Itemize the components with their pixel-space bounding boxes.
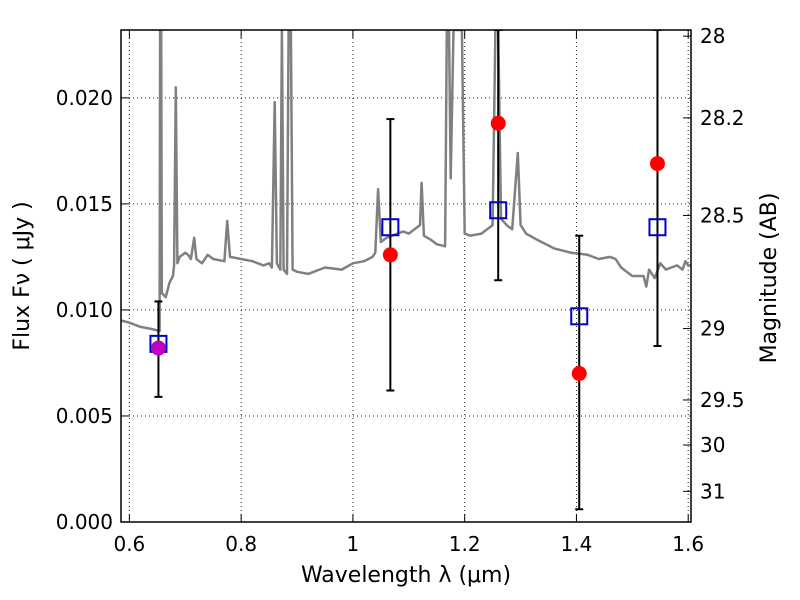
- y-axis-label: Flux Fν ( μJy ): [10, 201, 35, 350]
- y-tick-label: 0.020: [56, 86, 113, 110]
- model-point: [381, 218, 400, 237]
- y-tick-label: 0.010: [56, 298, 113, 322]
- data-point: [490, 115, 506, 131]
- axis-ticks: [121, 30, 691, 523]
- y2-tick-label: 28: [700, 24, 725, 48]
- plot-frame: [120, 29, 692, 523]
- y2-tick-label: 29: [700, 317, 725, 341]
- x-tick-label: 1.4: [561, 532, 593, 556]
- right-y-axis-label: Magnitude (AB): [757, 193, 782, 364]
- x-axis-label: Wavelength λ (μm): [301, 563, 511, 588]
- grid-lines: [121, 30, 691, 523]
- data-point: [150, 340, 166, 356]
- x-tick-label: 1.2: [449, 532, 481, 556]
- data-point: [571, 366, 587, 382]
- spectrum-line: [121, 30, 691, 333]
- plot-contents: [121, 30, 691, 511]
- y2-tick-label: 31: [700, 479, 725, 503]
- y2-tick-label: 28.5: [700, 203, 745, 227]
- x-tick-label: 1: [347, 532, 360, 556]
- y2-tick-label: 30: [700, 433, 725, 457]
- x-tick-label: 0.8: [225, 532, 257, 556]
- y2-tick-label: 28.2: [700, 106, 745, 130]
- x-tick-label: 0.6: [113, 532, 145, 556]
- y-tick-label: 0.015: [56, 192, 113, 216]
- data-point: [649, 156, 665, 172]
- model-point: [489, 201, 508, 220]
- model-point: [570, 307, 589, 326]
- y-tick-label: 0.005: [56, 404, 113, 428]
- data-point: [382, 247, 398, 263]
- model-point: [648, 218, 667, 237]
- x-tick-label: 1.6: [672, 532, 704, 556]
- tick-labels: 0.6 0.8 1 1.2 1.4 1.6 0.000 0.005 0.010 0.015 0.02…: [56, 24, 745, 556]
- plot-area: [121, 30, 691, 511]
- y-tick-label: 0.000: [56, 510, 113, 534]
- y2-tick-label: 29.5: [700, 388, 745, 412]
